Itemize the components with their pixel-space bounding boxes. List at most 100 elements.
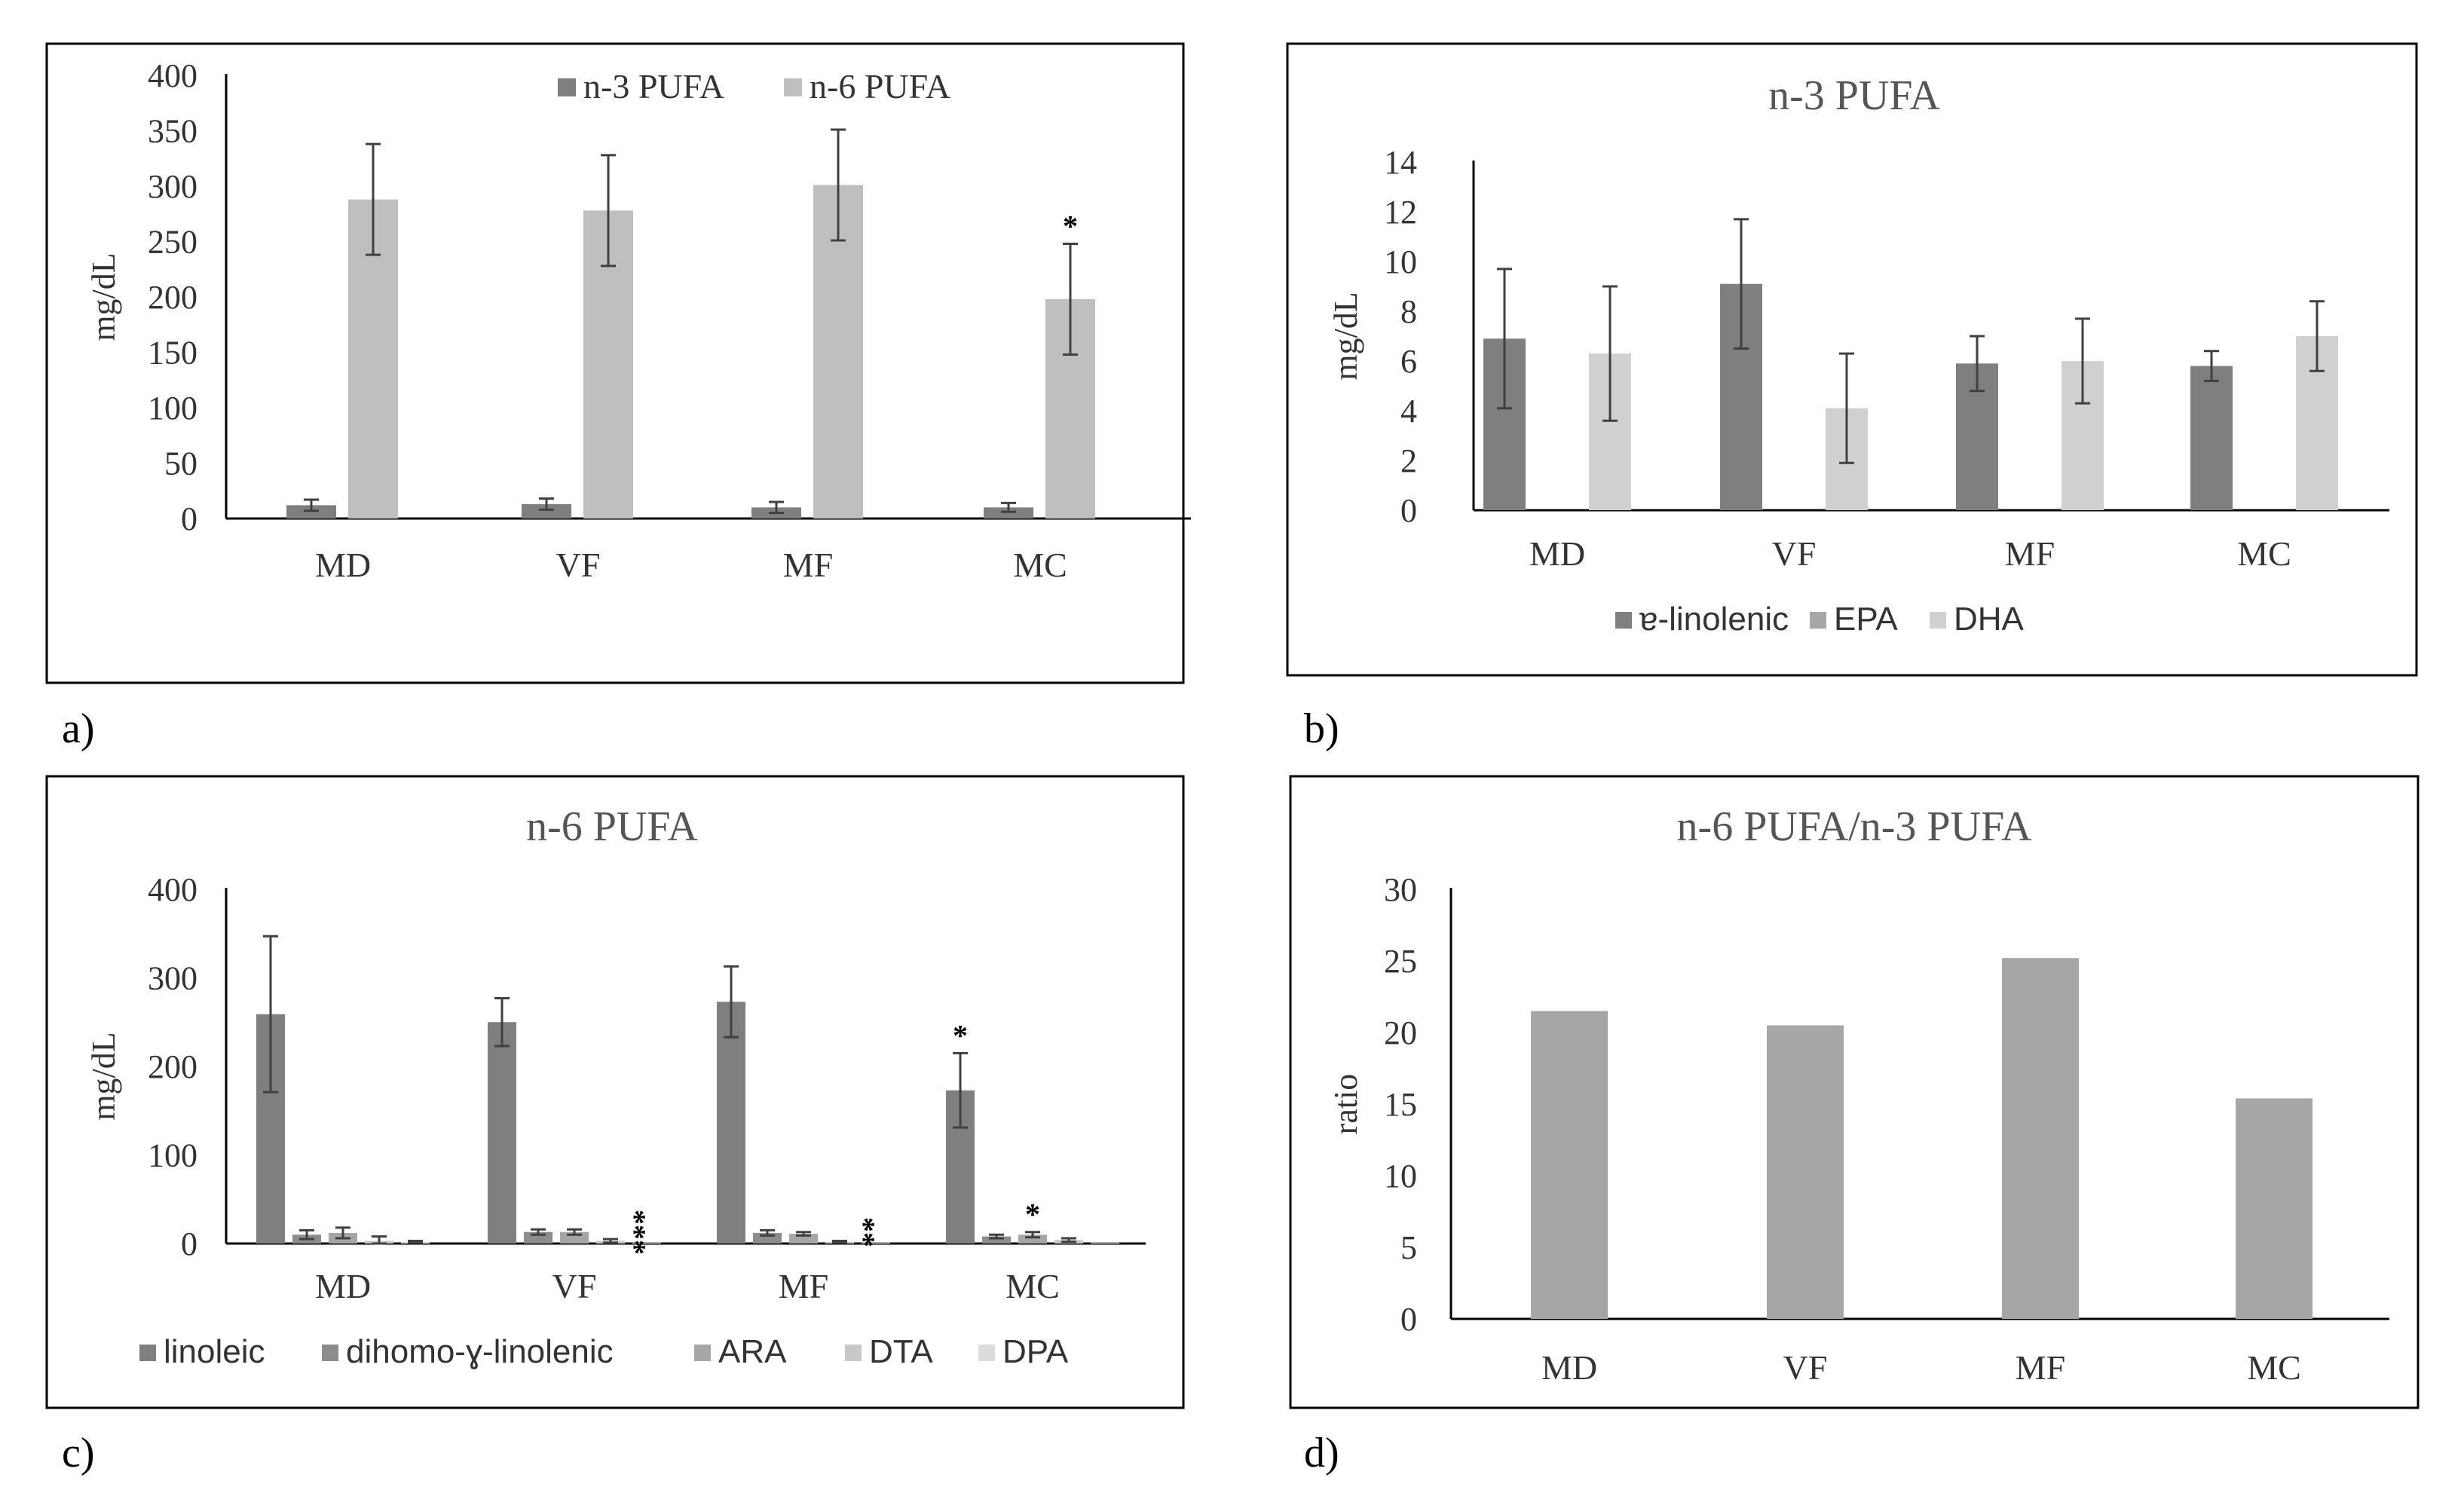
bar-c-s0-MF — [717, 1002, 745, 1244]
y-tick-label: 30 — [1384, 871, 1417, 908]
bar-b-s0-MC — [2190, 366, 2233, 510]
legend-label: n-3 PUFA — [583, 67, 724, 106]
legend-swatch — [694, 1345, 711, 1361]
y-tick-label: 300 — [148, 960, 197, 997]
chart-panel-a: a) 0 50 100 150 200 250 300 350 400 mg/dL MD VF MF MC *… — [45, 42, 1191, 752]
legend-label: DHA — [1954, 601, 2025, 638]
y-tick-label: 200 — [148, 1048, 197, 1085]
legend-swatch — [1930, 612, 1946, 629]
legend-label: ɐ-linolenic — [1639, 601, 1789, 638]
legend: ɐ-linolenic EPA DHA — [1615, 601, 2025, 638]
legend-label: linoleic — [164, 1333, 265, 1370]
panel-border — [1286, 42, 2418, 677]
legend: linoleic dihomo-ɣ-linolenic ARA DTA DPA — [139, 1333, 1069, 1370]
y-tick-label: 10 — [1384, 1158, 1417, 1195]
x-tick-label: VF — [552, 1267, 597, 1305]
bar-c-s4-MC — [1091, 1242, 1119, 1244]
bar-c-s2-MC — [1018, 1234, 1047, 1244]
x-tick-label: MD — [315, 1267, 371, 1305]
legend-label: n-6 PUFA — [810, 67, 950, 106]
panel-label: c) — [62, 1430, 95, 1476]
significance-marker: * — [953, 1018, 968, 1052]
legend-label: dihomo-ɣ-linolenic — [346, 1333, 614, 1370]
y-tick-label: 100 — [148, 390, 197, 427]
x-tick-label: MF — [779, 1267, 828, 1305]
significance-marker: ** — [856, 1217, 889, 1247]
bar-d-s0-MD — [1531, 1011, 1608, 1319]
x-tick-label: VF — [1772, 534, 1817, 573]
y-tick-label: 400 — [148, 871, 197, 908]
y-tick-label: 0 — [1400, 492, 1417, 529]
x-tick-label: MF — [783, 546, 833, 584]
legend-swatch — [1615, 612, 1632, 629]
y-axis-label: mg/dL — [85, 252, 122, 341]
y-tick-label: 50 — [164, 445, 197, 482]
chart-title: n-6 PUFA — [526, 803, 698, 850]
y-tick-label: 15 — [1384, 1086, 1417, 1123]
x-tick-label: VF — [556, 546, 601, 584]
panel-border — [1289, 775, 2420, 1409]
y-tick-label: 14 — [1384, 144, 1417, 181]
y-tick-label: 4 — [1400, 393, 1417, 430]
panel-border — [45, 775, 1185, 1409]
legend-label: DTA — [869, 1333, 933, 1370]
significance-marker: * — [1063, 209, 1078, 243]
bar-c-s1-MC — [982, 1236, 1011, 1244]
y-tick-label: 150 — [148, 335, 197, 372]
y-tick-label: 350 — [148, 113, 197, 150]
legend-swatch — [139, 1345, 156, 1361]
bar-d-s0-MF — [2002, 958, 2079, 1319]
y-tick-label: 400 — [148, 57, 197, 94]
legend: n-3 PUFA n-6 PUFA — [558, 67, 950, 106]
y-axis-label: mg/dL — [1327, 292, 1364, 380]
legend-label: ARA — [718, 1333, 787, 1370]
y-tick-label: 300 — [148, 168, 197, 205]
x-tick-label: MC — [2247, 1348, 2301, 1387]
y-tick-label: 12 — [1384, 194, 1417, 231]
x-tick-label: MC — [2237, 534, 2291, 573]
y-tick-label: 8 — [1400, 293, 1417, 330]
y-tick-label: 20 — [1384, 1014, 1417, 1051]
chart-panel-d: d) n-6 PUFA/n-3 PUFA 0 5 10 15 20 25 30 ratio MD VF… — [1289, 775, 2420, 1476]
y-tick-label: 250 — [148, 224, 197, 261]
y-axis-label: mg/dL — [85, 1032, 122, 1120]
x-tick-label: MF — [2016, 1348, 2065, 1387]
legend-swatch — [558, 78, 576, 96]
y-tick-label: 100 — [148, 1137, 197, 1174]
y-tick-label: 0 — [181, 1225, 197, 1262]
y-tick-label: 0 — [1400, 1301, 1417, 1338]
chart-panel-b: b) n-3 PUFA 0 2 4 6 8 10 12 14 mg/dL MD VF MF MC ɐ-lino… — [1286, 42, 2418, 752]
y-tick-label: 5 — [1400, 1229, 1417, 1266]
x-tick-label: MC — [1005, 1267, 1060, 1305]
x-tick-label: MF — [2005, 534, 2055, 573]
legend-swatch — [978, 1345, 995, 1361]
bar-a-s0-VF — [522, 503, 571, 519]
chart-title: n-6 PUFA/n-3 PUFA — [1677, 803, 2032, 850]
bar-c-s0-VF — [488, 1022, 516, 1244]
panel-label: b) — [1304, 705, 1339, 752]
panel-label: d) — [1304, 1430, 1339, 1476]
x-tick-label: MC — [1013, 546, 1067, 584]
bar-d-s0-VF — [1767, 1025, 1844, 1319]
legend-label: EPA — [1834, 601, 1898, 638]
bar-c-s4-MF — [862, 1242, 890, 1244]
legend-swatch — [784, 78, 802, 96]
significance-marker: *** — [626, 1210, 660, 1255]
x-tick-label: VF — [1783, 1348, 1828, 1387]
y-tick-label: 6 — [1400, 343, 1417, 380]
x-tick-label: MD — [315, 546, 371, 584]
legend-swatch — [1810, 612, 1826, 629]
y-tick-label: 0 — [181, 500, 197, 537]
panel-label: a) — [62, 705, 95, 752]
y-tick-label: 10 — [1384, 243, 1417, 280]
y-tick-label: 2 — [1400, 442, 1417, 479]
bar-d-s0-MC — [2236, 1098, 2312, 1319]
x-tick-label: MD — [1541, 1348, 1597, 1387]
legend-swatch — [322, 1345, 338, 1361]
bar-c-s4-VF — [632, 1242, 661, 1244]
y-axis-label: ratio — [1327, 1074, 1364, 1135]
panel-border — [45, 42, 1185, 684]
y-tick-label: 25 — [1384, 943, 1417, 980]
